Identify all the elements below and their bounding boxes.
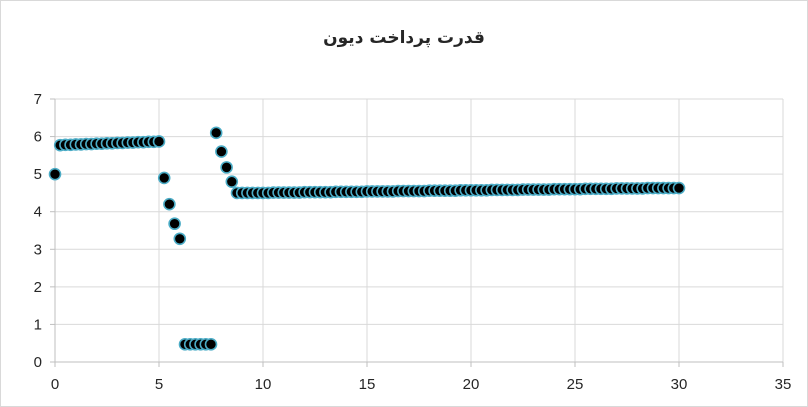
data-point: [168, 217, 181, 231]
x-tick-label: 0: [51, 376, 59, 393]
data-point: [48, 167, 62, 181]
x-tick-label: 30: [671, 376, 688, 393]
data-point: [209, 126, 223, 140]
data-point: [152, 135, 166, 148]
data-point: [672, 181, 686, 195]
data-point: [204, 338, 218, 351]
x-tick-label: 10: [255, 376, 272, 393]
x-tick-label: 25: [567, 376, 584, 393]
x-tick-label: 15: [359, 376, 376, 393]
y-tick-label: 1: [34, 316, 42, 333]
gridlines: [55, 98, 784, 362]
x-tick-label: 5: [155, 376, 163, 393]
data-point: [157, 171, 171, 185]
data-point: [225, 175, 239, 188]
y-tick-label: 5: [34, 166, 42, 183]
data-point: [220, 161, 233, 174]
y-tick-label: 3: [34, 241, 42, 258]
x-tick-labels: 0 5 10 15 20 25 30 35: [51, 376, 792, 393]
y-tick-label: 7: [34, 91, 42, 108]
y-tick-label: 0: [34, 354, 42, 371]
x-tick-label: 35: [775, 376, 792, 393]
data-point: [215, 145, 228, 158]
y-tick-label: 4: [34, 204, 42, 221]
data-point: [173, 232, 187, 246]
chart-title: قدرت پرداخت دیون: [323, 28, 485, 48]
x-tick-label: 20: [463, 376, 480, 393]
y-tick-label: 2: [34, 279, 42, 296]
data-points: [48, 126, 686, 351]
data-point: [163, 197, 176, 211]
y-tick-labels: 0 1 2 3 4 5 6 7: [34, 91, 42, 371]
y-tick-label: 6: [34, 129, 42, 146]
